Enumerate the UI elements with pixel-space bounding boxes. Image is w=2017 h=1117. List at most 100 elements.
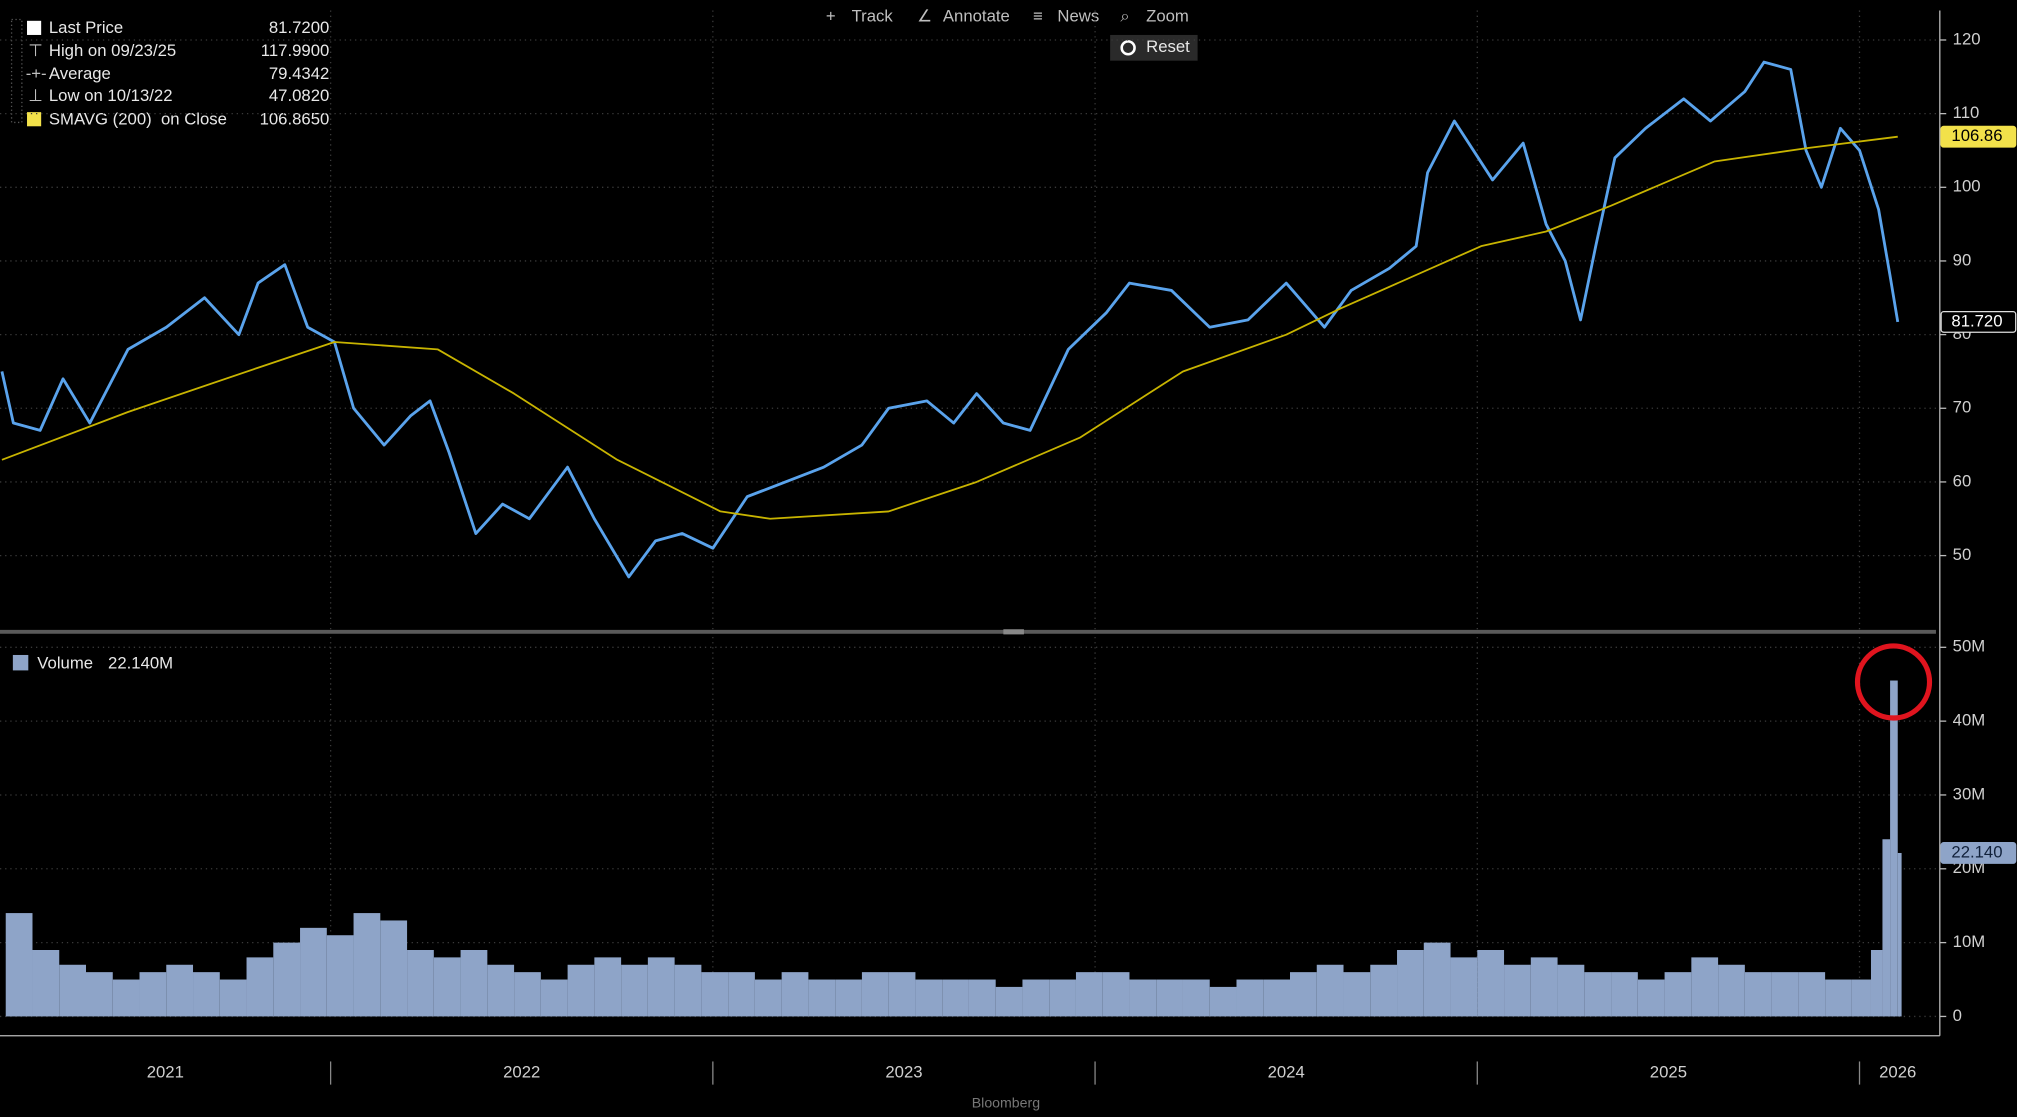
legend-value: 106.8650 [260,109,330,128]
value-tag-label: 22.140 [1951,842,2002,861]
volume-bar [647,957,675,1017]
volume-bar [139,972,167,1017]
legend-swatch [27,112,42,127]
y-tick-label: 110 [1953,103,1980,122]
x-tick-label: 2022 [503,1062,540,1081]
y-tick-label: 50M [1953,637,1986,656]
volume-bar [1182,979,1210,1017]
volume-bar [1075,972,1103,1017]
volume-bar [300,927,327,1017]
y-tick-label: 60 [1953,471,1972,490]
track-button[interactable]: Track [852,6,894,25]
news-button[interactable]: News [1057,6,1099,25]
volume-bar [433,957,461,1017]
volume-bar [567,964,595,1017]
value-tag-label: 81.720 [1951,311,2002,330]
volume-bar [1584,972,1612,1017]
toolbar: + Track ∠ Annotate ≡ News ⌕ Zoom Reset [826,6,1198,61]
volume-bar [888,972,916,1017]
volume-bar [246,957,274,1017]
volume-bar [968,979,996,1017]
legend-value: 79.4342 [269,64,329,83]
volume-bar [1049,979,1076,1017]
volume-bar [808,979,836,1017]
volume-bar [1209,986,1237,1017]
legend-label: Last Price [49,18,123,37]
reset-icon [1120,40,1136,56]
legend-value: 47.0820 [269,86,329,105]
volume-bar [1370,964,1398,1017]
sma-line [1,135,1898,520]
volume-bar [1897,852,1902,1017]
y-tick-label: 90 [1953,250,1972,269]
x-tick-label: 2026 [1879,1062,1916,1081]
volume-bar [728,972,755,1017]
y-tick-label: 40M [1953,711,1986,730]
volume-bar [380,920,408,1017]
legend-label: SMAVG (200) on Close [49,109,227,128]
volume-bar [1771,972,1799,1017]
x-tick-label: 2023 [885,1062,922,1081]
volume-bar [835,979,862,1017]
volume-bar [86,972,113,1017]
volume-bar [1343,972,1371,1017]
y-tick-label: 70 [1953,398,1972,417]
legend-value: 22.140M [108,653,173,672]
x-tick-label: 2024 [1268,1062,1305,1081]
volume-bar [1504,964,1531,1017]
volume-bar [326,935,354,1017]
value-tag [1940,842,2017,864]
legend-label: Low on 10/13/22 [49,86,173,105]
volume-bar [1691,957,1719,1017]
volume-bar [1316,964,1344,1017]
volume-bar [166,964,194,1017]
y-tick-label: 100 [1953,177,1981,196]
legend-glyph: ⊥ [28,86,43,105]
volume-bar [754,979,782,1017]
volume-bar [1022,979,1050,1017]
volume-bar [1798,972,1826,1017]
legend-label: Volume [37,653,93,672]
volume-bar [1744,972,1772,1017]
panel-handle[interactable] [1003,629,1024,635]
volume-bar [1890,680,1898,1017]
legend-bracket [10,18,23,124]
volume-bar [514,972,541,1017]
legend-value: 81.7200 [269,18,329,37]
volume-bar [1882,839,1891,1017]
highlight-circle [1854,643,1933,721]
volume-bar [1664,972,1692,1017]
legend-label: High on 09/23/25 [49,41,176,60]
volume-bar [1477,949,1505,1017]
volume-bar [1851,979,1871,1017]
volume-bar [1156,979,1183,1017]
reset-button-bg[interactable] [1110,34,1198,61]
volume-bar [219,979,247,1017]
legend-label: Average [49,64,111,83]
volume-bar [1530,957,1558,1017]
volume-bar [1870,949,1883,1017]
volume-bar [1263,979,1291,1017]
legend-glyph: ⊤ [28,41,43,60]
volume-bar [1423,942,1451,1017]
annotate-button[interactable]: Annotate [943,6,1010,25]
volume-bar [407,949,434,1017]
volume-bar [1397,949,1424,1017]
plot: 2021 2022 2023 2024 2025 20265060708090100110… [0,10,2017,1085]
volume-bar [621,964,648,1017]
x-tick-label: 2021 [147,1062,184,1081]
x-tick-label: 2025 [1650,1062,1687,1081]
volume-bar [1718,964,1745,1017]
zoom-button[interactable]: Zoom [1146,6,1189,25]
volume-bar [1450,957,1478,1017]
volume-bar [1825,979,1852,1017]
source: Bloomberg [972,1095,1040,1111]
y-tick-label: 50 [1953,545,1972,564]
reset-button[interactable]: Reset [1146,37,1190,56]
volume-bar [1129,979,1157,1017]
volume-bar [193,972,220,1017]
volume-bar [1290,972,1317,1017]
volume-bar [540,979,568,1017]
